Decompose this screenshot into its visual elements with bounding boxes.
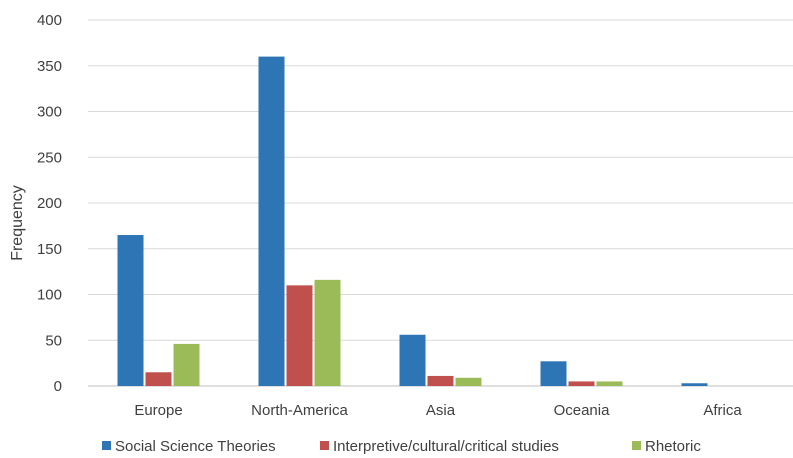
gridlines xyxy=(88,19,793,341)
y-tick-label: 250 xyxy=(37,149,62,166)
y-tick-label: 350 xyxy=(37,58,62,75)
y-axis-title: Frequency xyxy=(9,185,26,261)
legend-swatch xyxy=(632,441,641,450)
legend-label: Interpretive/cultural/critical studies xyxy=(333,438,559,455)
y-tick-label: 150 xyxy=(37,241,62,258)
bar-2-asia xyxy=(427,375,454,386)
x-axis-ticks: Europe North-America Asia Oceania Africa xyxy=(134,402,742,419)
x-tick-label: Europe xyxy=(134,402,182,419)
bar-2-europe xyxy=(145,372,172,386)
bar-2-oceania xyxy=(568,381,595,386)
legend-label: Social Science Theories xyxy=(115,438,276,455)
x-tick-label: Oceania xyxy=(554,402,611,419)
y-axis-ticks: 0 50 100 150 200 250 300 350 400 xyxy=(37,12,62,395)
y-tick-label: 50 xyxy=(45,332,62,349)
bar-1-europe xyxy=(117,235,144,386)
bar-1-oceania xyxy=(540,361,567,386)
y-tick-label: 300 xyxy=(37,104,62,121)
legend: Social Science Theories Interpretive/cult… xyxy=(102,438,701,455)
bar-3-north-america xyxy=(314,279,341,386)
x-tick-label: Asia xyxy=(426,402,456,419)
bar-1-africa xyxy=(681,383,708,386)
bar-2-north-america xyxy=(286,285,313,386)
bar-3-asia xyxy=(455,377,482,386)
legend-label: Rhetoric xyxy=(645,438,701,455)
bar-3-europe xyxy=(173,343,200,386)
x-tick-label: North-America xyxy=(251,402,348,419)
bar-1-north-america xyxy=(258,56,285,386)
legend-swatch xyxy=(320,441,329,450)
legend-swatch xyxy=(102,441,111,450)
x-tick-label: Africa xyxy=(703,402,742,419)
bar-1-asia xyxy=(399,334,426,386)
y-tick-label: 400 xyxy=(37,12,62,29)
y-tick-label: 0 xyxy=(54,378,62,395)
y-tick-label: 100 xyxy=(37,287,62,304)
bars xyxy=(117,56,708,386)
y-tick-label: 200 xyxy=(37,195,62,212)
bar-3-oceania xyxy=(596,381,623,386)
